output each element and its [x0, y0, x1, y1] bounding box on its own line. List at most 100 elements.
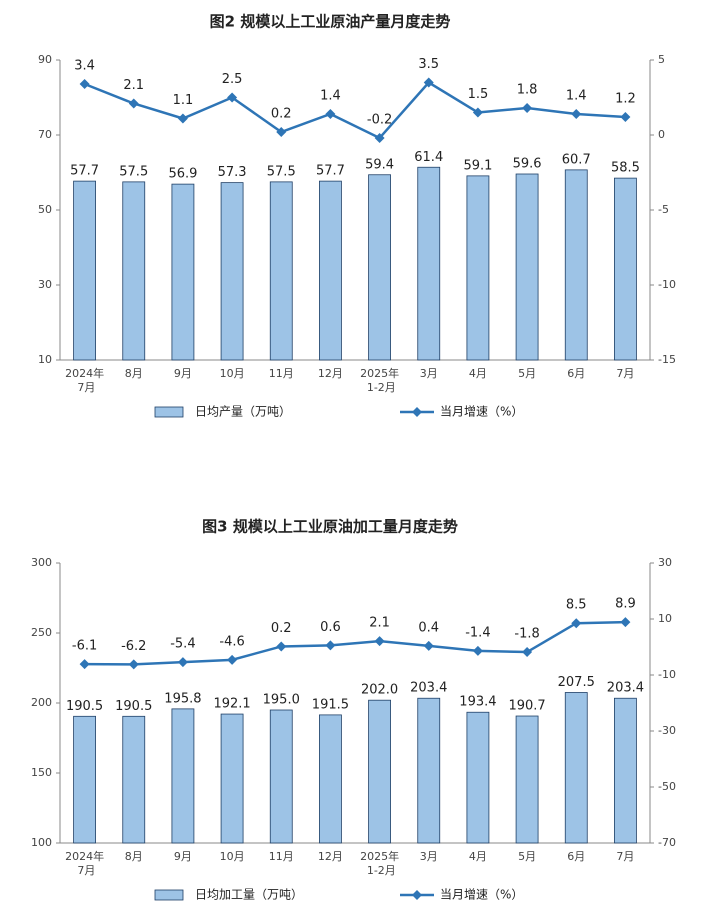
bar-value-label: 57.3 [218, 165, 247, 180]
bar-value-label: 58.5 [611, 161, 640, 176]
x-tick-label: 7月 [616, 367, 634, 380]
bar [319, 180, 342, 361]
y2-tick-label: -5 [658, 203, 669, 216]
line-value-label: -1.8 [514, 627, 539, 642]
x-tick-label: 11月 [269, 850, 294, 863]
bar [417, 166, 441, 361]
line-marker [423, 77, 434, 88]
legend-swatch [154, 889, 184, 901]
line-marker [227, 654, 238, 665]
line-marker [79, 659, 90, 670]
line-marker [620, 112, 631, 122]
x-tick-label: 6月 [567, 850, 585, 863]
bar [122, 181, 146, 361]
legend-swatch [412, 890, 422, 900]
bar-value-label: 60.7 [562, 152, 591, 167]
bar-value-label: 202.0 [361, 683, 398, 698]
line-value-label: -4.6 [219, 634, 244, 649]
bar-value-label: 190.5 [115, 699, 152, 714]
x-tick-label: 7月 [616, 850, 634, 863]
legend-label: 当月增速（%） [440, 888, 523, 902]
bar [171, 183, 195, 361]
x-tick-label: 10月 [220, 850, 245, 863]
x-tick-label: 2025年 1-2月 [360, 849, 399, 877]
bar-value-label: 195.0 [263, 693, 300, 708]
bar-value-label: 190.5 [66, 699, 103, 714]
line-marker [325, 109, 336, 119]
line-value-label: 2.1 [369, 616, 390, 631]
line-marker [325, 640, 336, 651]
y-tick-label: 100 [31, 836, 52, 849]
line-marker [79, 79, 90, 89]
bar [614, 697, 637, 844]
chart-title: 图3 规模以上工业原油加工量月度走势 [202, 518, 458, 536]
line-value-label: -1.4 [465, 625, 490, 640]
y2-tick-label: 10 [658, 612, 672, 625]
line-value-label: 1.4 [566, 89, 587, 104]
x-tick-label: 8月 [125, 367, 143, 380]
line-marker [128, 98, 139, 109]
bar [564, 692, 588, 844]
y2-tick-label: -30 [658, 724, 676, 737]
line-value-label: 0.2 [271, 621, 292, 636]
y2-tick-label: 0 [658, 128, 665, 141]
x-tick-label: 12月 [318, 850, 343, 863]
x-tick-label: 5月 [518, 850, 536, 863]
y-tick-label: 30 [38, 278, 52, 291]
bar-value-label: 61.4 [414, 150, 443, 165]
chart: 图3 规模以上工业原油加工量月度走势 100 150 200 250 300 -70 -50 -… [31, 518, 676, 902]
bar [466, 711, 490, 844]
line-value-label: 1.2 [615, 92, 636, 107]
y-tick-label: 250 [31, 626, 52, 639]
line-marker [128, 659, 139, 670]
line-marker [522, 103, 533, 113]
bar [171, 708, 195, 844]
y-tick-label: 200 [31, 696, 52, 709]
line-marker [177, 113, 188, 124]
bar [466, 175, 490, 361]
x-tick-label: 11月 [269, 367, 294, 380]
bar [564, 169, 588, 361]
line-marker [276, 127, 287, 137]
line-value-label: 0.4 [418, 620, 439, 635]
line-marker [374, 133, 385, 143]
bar-value-label: 191.5 [312, 697, 349, 712]
y2-tick-label: 5 [658, 53, 665, 66]
bar [220, 182, 244, 361]
y-tick-label: 90 [38, 53, 52, 66]
x-tick-label: 4月 [469, 850, 487, 863]
bar [515, 715, 539, 844]
x-tick-label: 3月 [420, 850, 438, 863]
line-value-label: 1.4 [320, 89, 341, 104]
bar [73, 715, 96, 844]
y2-tick-label: -15 [658, 353, 676, 366]
line-marker [177, 657, 188, 668]
bar [319, 714, 342, 844]
line-value-label: 2.5 [222, 72, 243, 87]
x-tick-label: 6月 [567, 367, 585, 380]
bar-value-label: 57.5 [119, 164, 148, 179]
line-value-label: 1.1 [173, 93, 194, 108]
bar [269, 181, 293, 361]
legend-swatch [154, 406, 184, 418]
x-tick-label: 4月 [469, 367, 487, 380]
bar-value-label: 59.1 [463, 158, 492, 173]
line-marker [620, 617, 631, 628]
bar-value-label: 207.5 [558, 675, 595, 690]
y-tick-label: 10 [38, 353, 52, 366]
line-value-label: 0.2 [271, 107, 292, 122]
line-value-label: 8.9 [615, 597, 636, 612]
bar-value-label: 203.4 [607, 681, 644, 696]
bar-value-label: 59.6 [513, 157, 542, 172]
x-tick-label: 2024年 7月 [65, 366, 104, 394]
bar-value-label: 57.7 [70, 164, 99, 179]
line [84, 620, 626, 666]
line-value-label: 2.1 [123, 78, 144, 93]
y2-tick-label: -10 [658, 668, 676, 681]
bar-value-label: 195.8 [164, 691, 201, 706]
y2-tick-label: -50 [658, 780, 676, 793]
line-value-label: 3.4 [74, 59, 95, 74]
line-marker [276, 641, 287, 652]
line-marker [227, 92, 238, 103]
x-tick-label: 2024年 7月 [65, 849, 104, 877]
